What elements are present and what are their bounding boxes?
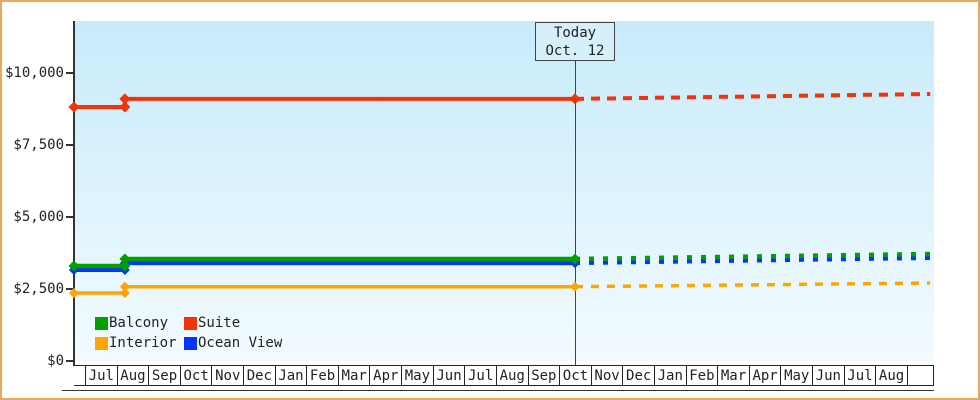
y-axis-tick-label: $10,000: [4, 65, 64, 81]
legend-label: Ocean View: [198, 335, 283, 351]
y-axis-tick-label: $5,000: [13, 209, 64, 225]
month-cell: Apr: [369, 366, 401, 385]
month-cell: Nov: [211, 366, 243, 385]
series-line-suite: [73, 96, 575, 109]
month-cell: Aug: [875, 366, 907, 385]
y-axis-tick-label: $0: [47, 353, 64, 369]
y-axis-tick: [66, 288, 74, 290]
projection-line-ocean-view: [574, 256, 931, 266]
month-cell: Oct: [179, 366, 212, 385]
month-cell: Aug: [495, 366, 528, 385]
month-cell: Sep: [148, 366, 180, 385]
legend-swatch-icon: [184, 316, 197, 330]
today-label-box: Today Oct. 12: [535, 22, 615, 61]
bottom-axis-rule: [62, 390, 934, 391]
x-axis-month-row: Jul Aug Sep Oct Nov Dec Jan Feb Mar Apr May Jun Jul A…: [74, 365, 934, 386]
legend-item-ocean-view: Ocean View: [184, 334, 282, 352]
plot-area: [74, 21, 934, 361]
month-cell: Dec: [243, 366, 275, 385]
today-marker-line: [575, 60, 576, 365]
data-point-marker: [569, 93, 581, 105]
projection-line-suite: [574, 92, 931, 101]
y-axis-tick: [66, 216, 74, 218]
legend-item-balcony: Balcony: [95, 314, 184, 332]
data-point-marker: [68, 101, 80, 113]
projection-line-balcony: [574, 251, 931, 262]
data-point-marker: [119, 253, 131, 265]
legend: Balcony Suite Interior Ocean View: [95, 314, 282, 352]
month-cell: Jan: [653, 366, 686, 385]
legend-label: Balcony: [109, 315, 169, 331]
month-cell: Jun: [432, 366, 465, 385]
data-point-marker: [119, 93, 131, 105]
y-axis-tick: [66, 144, 74, 146]
data-point-marker: [119, 260, 131, 272]
today-label: Today: [553, 25, 597, 41]
month-cell: Jun: [812, 366, 844, 385]
month-cell: Mar: [337, 366, 370, 385]
month-cell: Aug: [116, 366, 149, 385]
month-cell: Feb: [685, 366, 718, 385]
month-cell: Jul: [464, 366, 496, 385]
month-cell: Jul: [843, 366, 876, 385]
legend-item-suite: Suite: [184, 314, 282, 332]
month-cell: Sep: [527, 366, 560, 385]
legend-item-interior: Interior: [95, 334, 184, 352]
month-cell: Oct: [559, 366, 591, 385]
y-axis-line: [73, 21, 75, 366]
month-cell: Jul: [85, 366, 117, 385]
today-date-label: Oct. 12: [545, 43, 605, 59]
y-axis-tick-label: $7,500: [13, 137, 64, 153]
legend-swatch-icon: [95, 316, 108, 330]
series-line-ocean-view: [73, 261, 575, 272]
x-axis-trail-spacer: [906, 366, 933, 385]
projection-line-interior: [574, 281, 931, 289]
x-axis-lead-spacer: [74, 366, 85, 385]
legend-label: Interior: [109, 335, 177, 351]
month-cell: Dec: [622, 366, 654, 385]
data-point-marker: [570, 281, 581, 292]
month-cell: Feb: [306, 366, 338, 385]
month-cell: Mar: [717, 366, 749, 385]
legend-swatch-icon: [184, 336, 197, 350]
series-line-interior: [73, 284, 575, 295]
data-point-marker: [119, 101, 131, 113]
month-cell: Jan: [274, 366, 307, 385]
y-axis-tick: [66, 72, 74, 74]
data-point-marker: [119, 288, 130, 299]
month-cell: May: [780, 366, 812, 385]
data-point-marker: [119, 281, 130, 292]
y-axis-tick-label: $2,500: [13, 281, 64, 297]
data-point-marker: [569, 253, 581, 265]
month-cell: May: [401, 366, 433, 385]
y-axis-tick: [66, 360, 74, 362]
price-series-plot: [68, 92, 931, 299]
data-point-marker: [68, 260, 80, 272]
legend-swatch-icon: [95, 336, 108, 350]
month-cell: Nov: [590, 366, 623, 385]
data-point-marker: [68, 288, 79, 299]
legend-label: Suite: [198, 315, 241, 331]
month-cell: Apr: [748, 366, 781, 385]
